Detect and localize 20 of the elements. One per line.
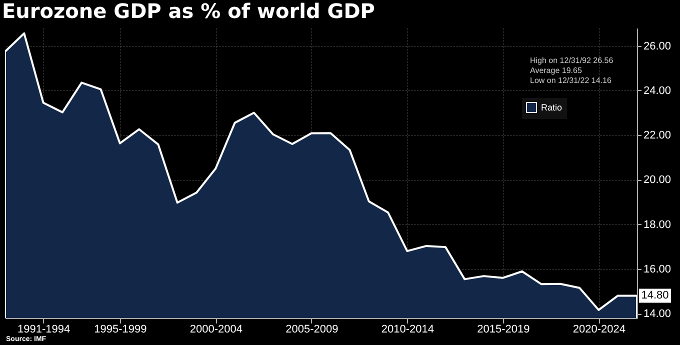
y-tick-label: 24.00	[644, 84, 672, 97]
x-tick-label: 2020-2024	[572, 324, 626, 336]
y-tick-label: 26.00	[644, 40, 672, 52]
annotation: Low on 12/31/22 14.16	[530, 76, 612, 86]
x-tick-label: 2000-2004	[190, 324, 242, 336]
x-tick-label: 2005-2009	[286, 324, 338, 336]
y-tick-label: 16.00	[644, 263, 672, 276]
chart-title: Eurozone GDP as % of world GDP	[2, 0, 375, 23]
data-label: 14.80	[641, 290, 669, 302]
y-tick-label: 14.00	[644, 308, 672, 320]
x-tick-label: 2010-2014	[381, 324, 434, 336]
annotation: Average 19.65	[530, 66, 583, 76]
y-tick-label: 18.00	[644, 218, 672, 231]
y-tick-label: 22.00	[644, 130, 672, 142]
annotation: High on 12/31/92 26.56	[530, 56, 614, 66]
legend-label: Ratio	[541, 102, 562, 112]
y-tick-label: 20.00	[644, 174, 672, 186]
x-tick-label: 1991-1994	[18, 324, 70, 336]
x-tick-label: 2015-2019	[477, 324, 530, 336]
x-tick-label: 1995-1999	[94, 324, 147, 336]
